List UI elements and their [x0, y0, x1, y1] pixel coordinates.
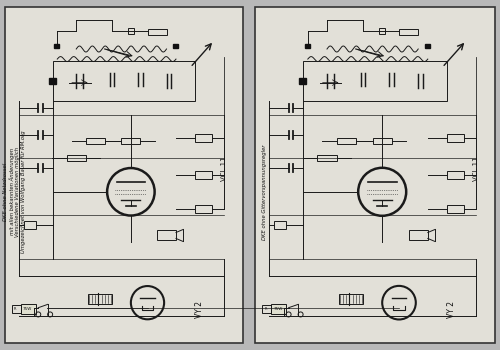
Bar — [399, 29, 418, 35]
Bar — [24, 222, 36, 229]
Bar — [48, 78, 56, 84]
Text: VCL 11: VCL 11 — [220, 156, 226, 181]
Bar — [372, 138, 392, 145]
Bar — [21, 304, 36, 314]
Bar — [67, 155, 86, 161]
Bar — [52, 61, 195, 101]
Bar — [157, 231, 176, 240]
Text: VCL 11: VCL 11 — [473, 156, 479, 181]
Bar — [425, 44, 430, 48]
Bar — [305, 44, 310, 48]
Bar — [5, 7, 242, 343]
Bar — [122, 138, 141, 145]
Bar — [128, 28, 134, 34]
Bar — [408, 231, 428, 240]
Bar — [195, 171, 212, 179]
Text: DKE ohne Netzdrossel
mit allen bekannten Änderungen
Verschiedene Variationen mög: DKE ohne Netzdrossel mit allen bekannten… — [3, 131, 26, 253]
Bar — [336, 138, 356, 145]
Bar — [339, 294, 363, 304]
Bar — [12, 306, 21, 313]
Bar — [447, 171, 464, 179]
Bar — [271, 304, 286, 314]
Bar — [148, 29, 167, 35]
Text: 75W: 75W — [23, 307, 32, 312]
Bar — [54, 44, 60, 48]
Bar — [255, 7, 495, 343]
Bar — [195, 205, 212, 212]
Bar — [88, 294, 112, 304]
Text: IR: IR — [14, 307, 18, 312]
Bar — [299, 78, 306, 84]
Bar — [447, 205, 464, 212]
Bar — [303, 61, 447, 101]
Text: IR: IR — [264, 307, 268, 312]
Bar — [318, 155, 336, 161]
Bar — [447, 134, 464, 142]
Bar — [195, 134, 212, 142]
Text: DKE ohne Gittervorspannungsregler: DKE ohne Gittervorspannungsregler — [262, 144, 267, 239]
Text: VY 2: VY 2 — [195, 301, 204, 318]
Bar — [274, 222, 286, 229]
Text: 75W: 75W — [274, 307, 282, 312]
Bar — [173, 44, 178, 48]
Bar — [262, 306, 271, 313]
Text: VY 2: VY 2 — [448, 301, 456, 318]
Bar — [86, 138, 105, 145]
Bar — [379, 28, 385, 34]
